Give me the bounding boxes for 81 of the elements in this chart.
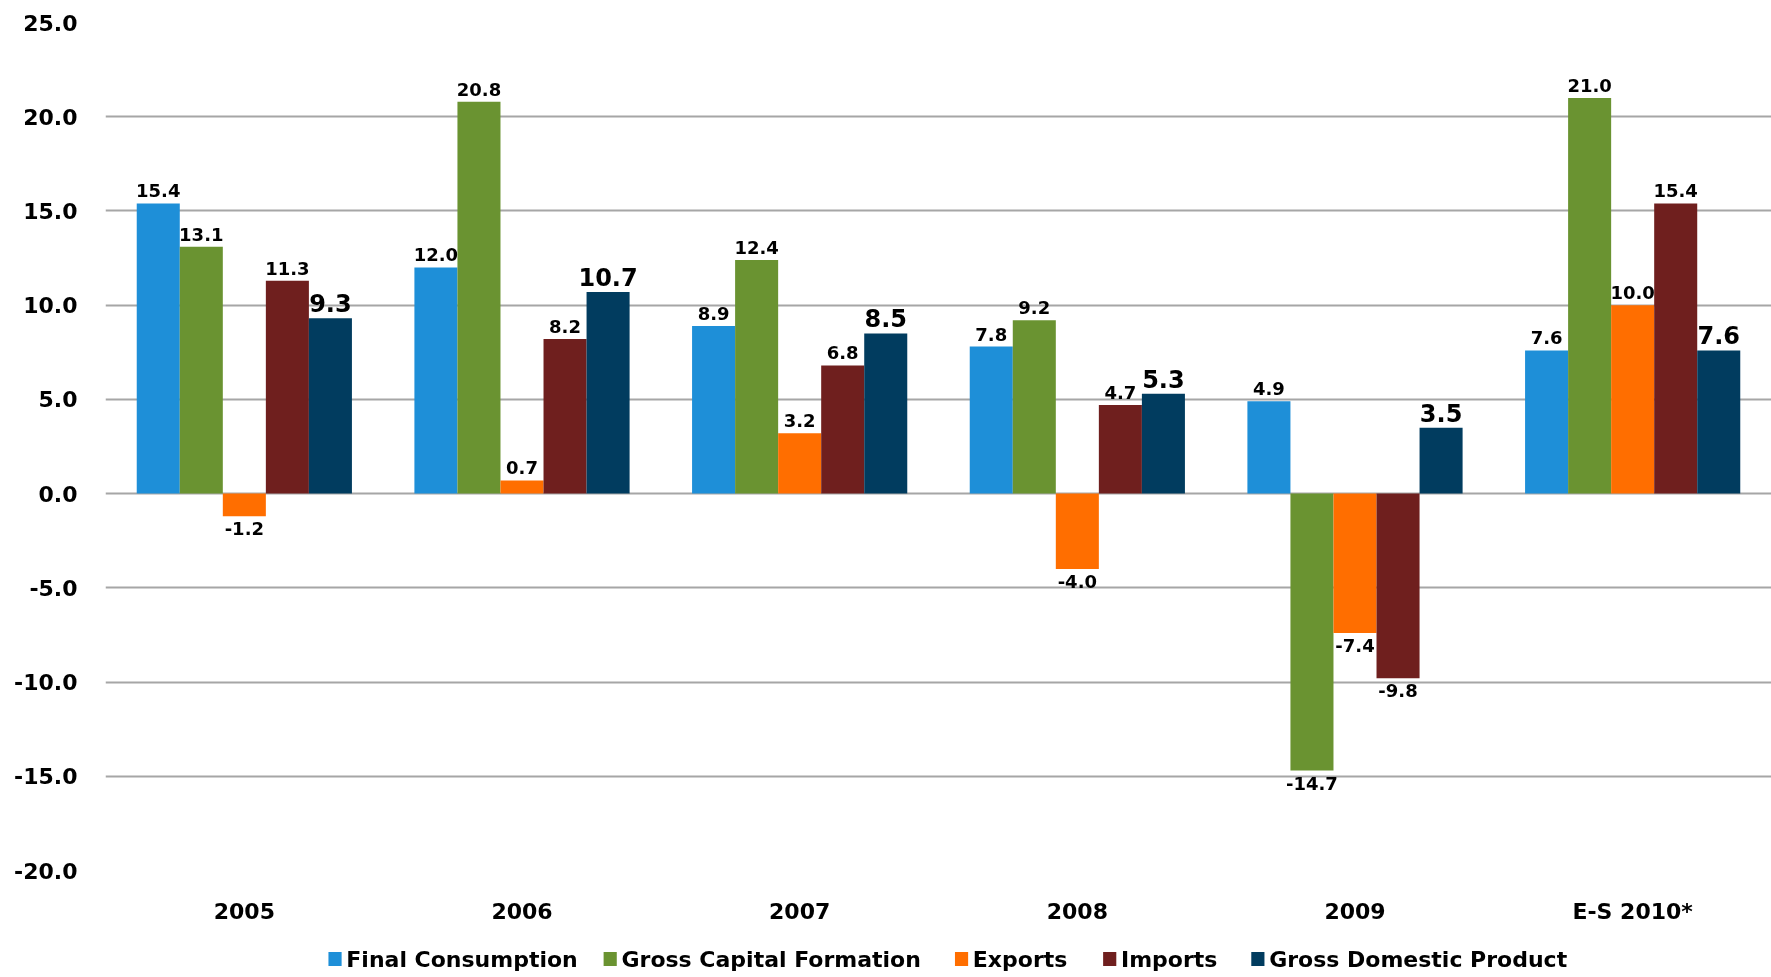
x-tick-label: 2006 (491, 898, 553, 924)
y-tick-label: 25.0 (23, 10, 78, 36)
data-label: 3.5 (1419, 399, 1463, 428)
bar (1568, 97, 1612, 494)
bar (778, 433, 822, 494)
bar (1611, 305, 1655, 494)
bar (821, 365, 865, 494)
data-label: 15.4 (1653, 180, 1698, 202)
bar (864, 333, 908, 494)
bar (586, 291, 630, 494)
bar (222, 493, 266, 517)
data-label: -7.4 (1335, 635, 1375, 657)
data-label: 12.4 (734, 236, 779, 258)
y-tick-label: 0.0 (38, 481, 78, 507)
y-tick-label: 15.0 (23, 198, 78, 224)
bar (1376, 493, 1420, 679)
data-label: 0.7 (506, 457, 538, 479)
data-label: 4.9 (1252, 378, 1285, 400)
y-tick-label: -15.0 (14, 764, 78, 790)
data-label: 6.8 (826, 342, 859, 364)
data-label: 8.9 (697, 302, 730, 324)
data-label: 15.4 (136, 180, 181, 202)
bar (1247, 401, 1291, 494)
x-tick-label: 2008 (1046, 898, 1108, 924)
bar (1141, 393, 1185, 494)
y-tick-label: 5.0 (38, 387, 78, 413)
y-tick-label: -20.0 (14, 858, 78, 884)
bar (1654, 203, 1698, 494)
bar (1333, 493, 1377, 634)
data-label: 9.3 (309, 290, 352, 319)
data-label: 8.2 (549, 316, 581, 338)
legend-label: Gross Domestic Product (1269, 946, 1568, 972)
bar (1419, 427, 1463, 494)
data-label: 7.6 (1697, 322, 1740, 351)
bar (1098, 405, 1142, 494)
bar (265, 280, 309, 494)
data-label: 8.5 (864, 305, 907, 334)
data-label: 3.2 (783, 410, 816, 432)
bar (1290, 493, 1334, 771)
bar (136, 203, 180, 494)
bar (692, 325, 736, 494)
bar (543, 339, 587, 494)
bar (500, 480, 544, 494)
bar (735, 259, 779, 494)
legend-label: Final Consumption (346, 946, 578, 972)
bar (308, 318, 352, 494)
x-tick-label: 2009 (1324, 898, 1386, 924)
legend-label: Exports (972, 946, 1068, 972)
y-tick-label: -10.0 (14, 670, 78, 696)
bar (1012, 320, 1056, 494)
data-label: -1.2 (224, 518, 265, 540)
data-label: 7.6 (1530, 327, 1563, 349)
data-label: 11.3 (265, 257, 310, 279)
data-label: 5.3 (1142, 365, 1185, 394)
data-label: -14.7 (1286, 772, 1338, 794)
x-tick-label: 2007 (769, 898, 831, 924)
data-label: -9.8 (1378, 680, 1418, 702)
bar (457, 101, 501, 494)
bar (969, 346, 1013, 494)
data-label: 21.0 (1567, 74, 1612, 96)
data-label: 10.7 (578, 263, 638, 292)
data-label: 7.8 (975, 323, 1008, 345)
y-tick-label: 20.0 (23, 104, 78, 130)
legend-label: Gross Capital Formation (621, 946, 921, 972)
data-label: 20.8 (456, 78, 502, 100)
y-tick-label: -5.0 (29, 575, 78, 601)
data-label: -4.0 (1057, 570, 1098, 592)
bar (1697, 350, 1741, 494)
data-label: 13.1 (179, 223, 224, 245)
legend-label: Imports (1121, 946, 1218, 972)
bar (179, 246, 223, 494)
y-tick-label: 10.0 (23, 293, 78, 319)
x-tick-label: E-S 2010* (1572, 898, 1694, 924)
data-label: 10.0 (1610, 282, 1655, 304)
bar (1525, 350, 1569, 494)
x-tick-label: 2005 (213, 898, 275, 924)
bar (1055, 493, 1099, 569)
data-label: 9.2 (1018, 297, 1051, 319)
data-label: 4.7 (1104, 382, 1137, 404)
data-label: 12.0 (413, 244, 459, 266)
bar (414, 267, 458, 494)
